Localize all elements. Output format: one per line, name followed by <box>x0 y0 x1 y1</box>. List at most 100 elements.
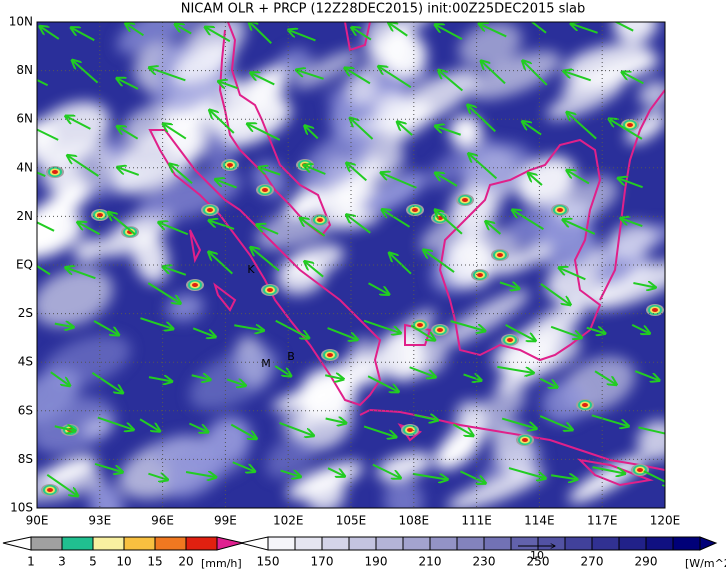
rain-cell <box>637 468 643 472</box>
wind-arrow <box>591 414 629 426</box>
wind-arrow <box>467 105 496 133</box>
wind-arrow <box>140 317 173 329</box>
cloud <box>116 22 207 54</box>
colorbar-label: 270 <box>581 555 604 569</box>
wind-arrow <box>185 472 216 477</box>
wind-arrow <box>192 327 216 337</box>
wind-arrow <box>188 422 208 433</box>
colorbar-box <box>185 536 218 551</box>
wind-arrow <box>163 267 187 276</box>
cloud <box>467 51 562 100</box>
wind-arrow <box>54 324 74 328</box>
colorbar-box <box>618 536 647 551</box>
wind-arrow <box>37 171 46 177</box>
cloud <box>189 347 280 410</box>
wind-arrow <box>567 170 590 185</box>
colorbar-end <box>216 536 244 551</box>
wind-arrow <box>638 426 665 435</box>
wind-arrow <box>634 370 659 380</box>
wind-arrow <box>389 253 412 275</box>
coastline <box>599 89 665 301</box>
colorbar-box <box>321 536 350 551</box>
wind-arrow <box>410 324 435 341</box>
rain-cell <box>557 208 563 212</box>
wind-arrow <box>37 264 51 276</box>
place-marker: B <box>287 350 295 363</box>
wind-arrow <box>71 28 95 42</box>
wind-arrow <box>372 463 401 479</box>
cloud <box>122 105 173 145</box>
wind-arrow <box>381 173 417 189</box>
wind-arrow <box>363 425 396 437</box>
cloud <box>613 22 658 44</box>
x-axis-label: 111E <box>461 514 492 528</box>
wind-arrow <box>147 282 180 303</box>
rain-cell <box>262 188 268 192</box>
wind-arrow <box>452 423 473 436</box>
cloud <box>563 43 655 85</box>
wind-arrow <box>232 461 255 471</box>
wind-arrow <box>350 118 374 140</box>
wind-arrow <box>528 173 543 186</box>
cloud <box>89 482 124 508</box>
wind-arrow <box>409 366 436 377</box>
y-axis-label: 6N <box>16 112 33 126</box>
wind-arrow <box>450 320 486 331</box>
wind-arrow <box>463 374 482 380</box>
wind-arrow <box>230 423 256 439</box>
rain-cell <box>192 283 198 287</box>
wind-arrow <box>148 474 168 480</box>
wind-arrow <box>539 415 573 430</box>
wind-arrow <box>468 153 498 180</box>
rain-cell <box>477 273 483 277</box>
wind-arrow <box>327 327 358 340</box>
wind-arrow <box>520 22 547 34</box>
wind-arrow <box>594 370 617 385</box>
wind-arrow <box>77 222 100 235</box>
y-axis-labels: 10N 8N 6N 4N 2N EQ 2S 4S 6S 8S 10S <box>9 15 33 515</box>
wind-arrow <box>250 73 275 86</box>
cloud <box>205 416 252 461</box>
rain-cell <box>507 338 513 342</box>
wind-arrow <box>256 225 279 235</box>
rain-cell <box>417 323 423 327</box>
colorbar-box <box>672 536 701 551</box>
colorbar-unit: [mm/h] <box>201 557 242 570</box>
wind-arrow <box>275 319 309 339</box>
cloud <box>163 443 228 499</box>
cloud <box>37 268 113 327</box>
cloud-field <box>37 22 665 508</box>
y-axis-label: 10N <box>9 15 33 29</box>
wind-arrow <box>37 78 49 87</box>
wind-arrow <box>37 221 55 232</box>
cloud <box>305 475 345 508</box>
wind-arrow <box>327 467 345 476</box>
colorbar-end <box>699 536 718 551</box>
rain-cell <box>412 208 418 212</box>
colorbar-label: 150 <box>257 555 280 569</box>
colorbar-label: 230 <box>473 555 496 569</box>
colorbar-box <box>456 536 485 551</box>
wind-arrow <box>94 462 123 472</box>
rain-cell <box>317 218 323 222</box>
cloud <box>494 244 552 275</box>
colorbar-end <box>2 536 32 551</box>
wind-arrow <box>209 220 235 230</box>
wind-arrow <box>280 471 301 477</box>
colorbar-label: 3 <box>58 555 66 569</box>
wind-arrow <box>149 68 186 82</box>
colorbar-box <box>294 536 323 551</box>
colorbar-end <box>240 536 269 551</box>
wind-arrow <box>279 422 314 436</box>
rain-cell <box>207 208 213 212</box>
wind-arrow <box>512 210 544 230</box>
colorbar-box <box>645 536 674 551</box>
y-axis-label: 4N <box>16 160 33 174</box>
cloud <box>384 478 423 508</box>
cloud <box>542 379 589 423</box>
precipitation-colorbar: 1 3 5 10 15 20 [mm/h] <box>2 536 244 570</box>
colorbar-label: 170 <box>311 555 334 569</box>
wind-arrow <box>508 467 546 478</box>
cloud <box>345 71 377 105</box>
